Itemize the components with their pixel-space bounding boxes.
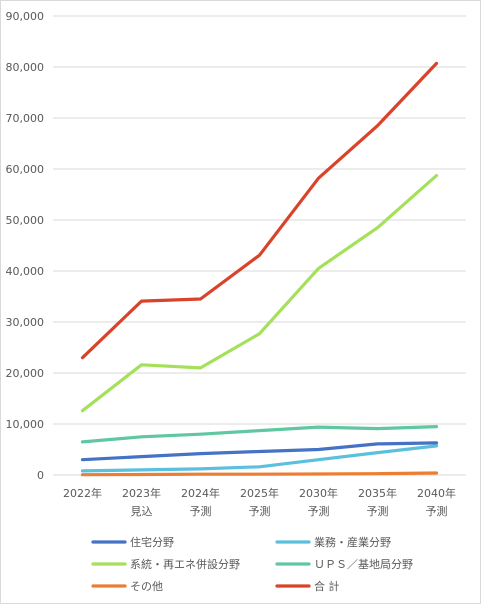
- x-tick-label-line: 2030年: [299, 486, 338, 500]
- series-line: [80, 441, 439, 462]
- gridlines: [53, 15, 466, 476]
- y-tick-label: 70,000: [6, 112, 45, 125]
- x-tick-label-line: 予測: [367, 504, 389, 518]
- legend-entry: 合 計: [275, 579, 340, 593]
- x-tick-label-line: 予測: [308, 504, 330, 518]
- x-tick-label-line: 2025年: [240, 486, 279, 500]
- series-line: [80, 471, 439, 477]
- legend-label: 系統・再エネ併設分野: [130, 557, 240, 571]
- y-tick-label: 30,000: [6, 316, 45, 329]
- y-tick-label: 20,000: [6, 367, 45, 380]
- series-line: [80, 61, 439, 360]
- y-tick-label: 10,000: [6, 418, 45, 431]
- y-tick-label: 0: [37, 469, 44, 482]
- x-tick-label: 2022年: [63, 486, 102, 500]
- series-line: [80, 444, 439, 473]
- y-tick-label: 80,000: [6, 61, 45, 74]
- x-tick-label-line: 予測: [190, 504, 212, 518]
- legend-label: 合 計: [314, 579, 340, 593]
- legend-entry: ＵＰＳ／基地局分野: [275, 558, 413, 571]
- series-line: [80, 174, 439, 413]
- y-tick-label: 40,000: [6, 265, 45, 278]
- legend-entry: 系統・再エネ併設分野: [91, 557, 240, 571]
- legend-label: 住宅分野: [130, 535, 174, 549]
- series-lines: [80, 61, 439, 477]
- x-tick-label-line: 見込: [131, 505, 153, 518]
- legend-entry: 住宅分野: [91, 535, 174, 549]
- x-tick-label-line: 2035年: [358, 486, 397, 500]
- y-tick-label: 60,000: [6, 163, 45, 176]
- legend-entry: 業務・産業分野: [275, 535, 391, 549]
- x-tick-label-line: 予測: [426, 504, 448, 518]
- y-axis-tick-labels: 0 10,000 20,000 30,000 40,000 50,000 60,000 70,…: [6, 10, 45, 482]
- series-line: [80, 425, 439, 444]
- y-tick-label: 50,000: [6, 214, 45, 227]
- y-tick-label: 90,000: [6, 10, 45, 23]
- legend-label: その他: [130, 580, 163, 593]
- x-tick-label-line: 2022年: [63, 486, 102, 500]
- x-tick-label-line: 2024年: [181, 486, 220, 500]
- x-tick-label-line: 2040年: [417, 486, 456, 500]
- x-tick-label-line: 2023年: [122, 486, 161, 500]
- legend-label: 業務・産業分野: [314, 535, 391, 549]
- legend-label: ＵＰＳ／基地局分野: [314, 558, 413, 571]
- legend-entry: その他: [91, 580, 163, 593]
- x-axis-tick-labels: 2022年 2023年見込2024年予測2025年予測2030年予測2035年予測…: [63, 486, 456, 518]
- x-tick-label-line: 予測: [249, 504, 271, 518]
